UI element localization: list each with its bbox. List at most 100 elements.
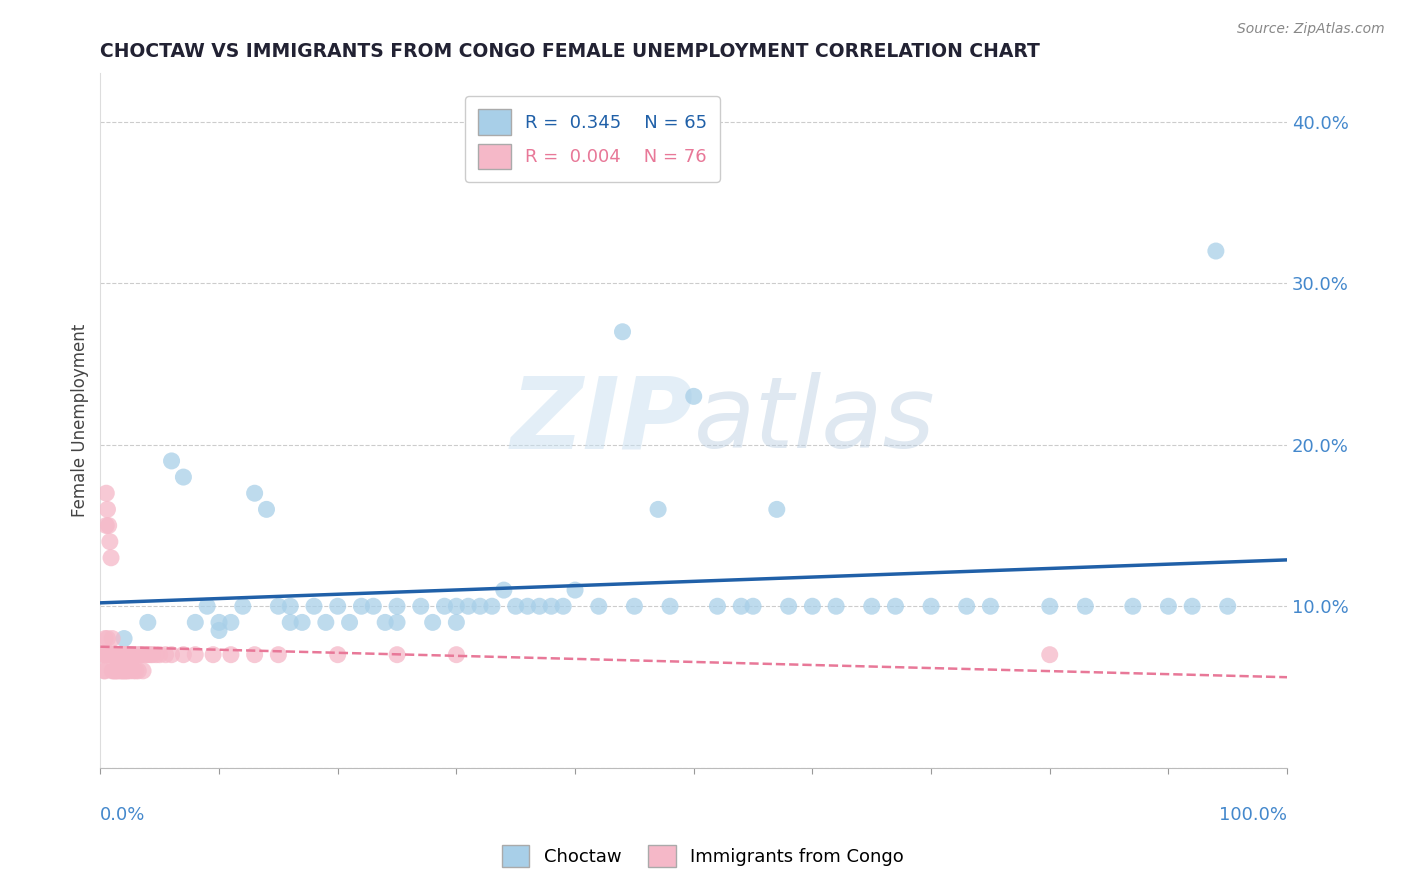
Point — [446, 615, 468, 630]
Point — [149, 648, 172, 662]
Point — [96, 502, 118, 516]
Point — [104, 664, 127, 678]
Point — [529, 599, 551, 614]
Point — [326, 599, 349, 614]
Point — [243, 648, 266, 662]
Point — [1074, 599, 1097, 614]
Point — [291, 615, 314, 630]
Point — [111, 664, 134, 678]
Point — [103, 648, 125, 662]
Point — [104, 664, 127, 678]
Point — [243, 486, 266, 500]
Point — [98, 648, 121, 662]
Text: ZIP: ZIP — [510, 372, 693, 469]
Point — [125, 664, 148, 678]
Point — [267, 599, 290, 614]
Point — [659, 599, 682, 614]
Point — [112, 632, 135, 646]
Point — [801, 599, 824, 614]
Point — [778, 599, 800, 614]
Point — [117, 648, 139, 662]
Point — [315, 615, 337, 630]
Point — [1122, 599, 1144, 614]
Point — [956, 599, 979, 614]
Point — [101, 664, 124, 678]
Point — [132, 664, 155, 678]
Point — [765, 502, 787, 516]
Point — [122, 664, 145, 678]
Point — [98, 534, 121, 549]
Point — [623, 599, 645, 614]
Point — [564, 583, 586, 598]
Text: atlas: atlas — [693, 372, 935, 469]
Point — [145, 648, 167, 662]
Point — [422, 615, 444, 630]
Point — [131, 648, 153, 662]
Point — [108, 648, 131, 662]
Point — [184, 648, 207, 662]
Point — [730, 599, 752, 614]
Point — [457, 599, 479, 614]
Point — [94, 664, 117, 678]
Point — [540, 599, 562, 614]
Point — [363, 599, 385, 614]
Point — [96, 518, 118, 533]
Point — [101, 632, 124, 646]
Point — [115, 648, 138, 662]
Point — [94, 632, 117, 646]
Point — [350, 599, 373, 614]
Point — [105, 664, 128, 678]
Point — [647, 502, 669, 516]
Point — [134, 648, 156, 662]
Point — [278, 599, 301, 614]
Point — [111, 648, 134, 662]
Point — [920, 599, 942, 614]
Point — [93, 648, 115, 662]
Point — [93, 664, 115, 678]
Point — [481, 599, 503, 614]
Point — [120, 648, 142, 662]
Point — [160, 648, 183, 662]
Point — [184, 615, 207, 630]
Point — [107, 664, 129, 678]
Point — [114, 664, 136, 678]
Point — [516, 599, 538, 614]
Point — [208, 624, 231, 638]
Point — [612, 325, 634, 339]
Point — [326, 648, 349, 662]
Point — [860, 599, 883, 614]
Point — [110, 648, 132, 662]
Point — [446, 648, 468, 662]
Point — [256, 502, 278, 516]
Point — [232, 599, 254, 614]
Point — [1216, 599, 1239, 614]
Point — [129, 648, 152, 662]
Point — [100, 550, 122, 565]
Point — [142, 648, 165, 662]
Point — [588, 599, 610, 614]
Point — [136, 615, 159, 630]
Point — [118, 648, 141, 662]
Text: CHOCTAW VS IMMIGRANTS FROM CONGO FEMALE UNEMPLOYMENT CORRELATION CHART: CHOCTAW VS IMMIGRANTS FROM CONGO FEMALE … — [100, 42, 1040, 61]
Point — [127, 648, 149, 662]
Point — [160, 454, 183, 468]
Point — [267, 648, 290, 662]
Point — [385, 599, 408, 614]
Point — [385, 615, 408, 630]
Point — [103, 664, 125, 678]
Point — [108, 648, 131, 662]
Point — [155, 648, 177, 662]
Point — [706, 599, 728, 614]
Point — [96, 632, 118, 646]
Point — [278, 615, 301, 630]
Point — [114, 648, 136, 662]
Point — [97, 648, 120, 662]
Point — [124, 648, 146, 662]
Y-axis label: Female Unemployment: Female Unemployment — [72, 324, 89, 517]
Point — [139, 648, 162, 662]
Point — [111, 648, 134, 662]
Point — [385, 648, 408, 662]
Point — [433, 599, 456, 614]
Point — [172, 470, 194, 484]
Point — [742, 599, 765, 614]
